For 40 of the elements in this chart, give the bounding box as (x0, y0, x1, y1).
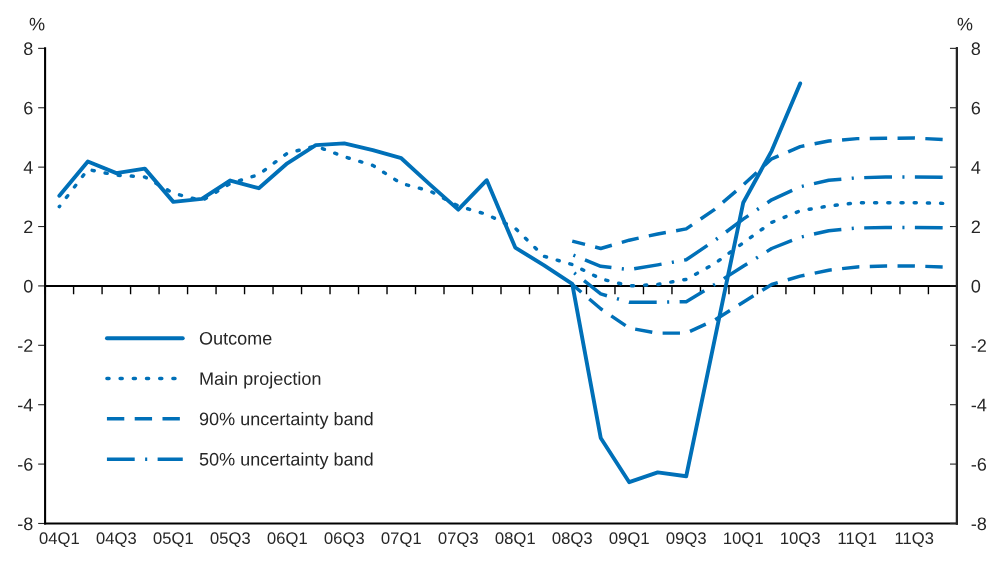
y2-tick-label: -8 (971, 517, 987, 531)
x-tick-label: 05Q1 (153, 532, 193, 548)
y2-tick-label: 4 (971, 161, 981, 174)
y-tick-label: 4 (23, 161, 33, 174)
y-tick-label: -2 (18, 339, 33, 352)
y-tick-label: 8 (24, 42, 33, 56)
y2-tick-label: -4 (971, 398, 987, 412)
legend-label: 90% uncertainty band (199, 412, 373, 429)
x-tick-label: 08Q1 (495, 532, 535, 548)
legend-label: Main projection (200, 371, 321, 389)
x-tick-label: 09Q1 (609, 532, 649, 548)
y2-tick-label: -2 (971, 339, 986, 352)
y-tick-label: 2 (24, 220, 33, 234)
legend-label: Outcome (199, 331, 272, 345)
y2-tick-label: 8 (971, 42, 981, 56)
y-tick-label: -8 (18, 517, 33, 531)
y-tick-label: -6 (18, 458, 33, 471)
x-tick-label: 08Q3 (552, 532, 592, 548)
x-tick-label: 10Q1 (724, 532, 763, 548)
y2-tick-label: 2 (971, 220, 980, 234)
x-tick-label: 06Q1 (267, 532, 307, 548)
x-tick-label: 04Q1 (39, 532, 79, 548)
legend-label: 50% uncertainty band (199, 452, 373, 470)
y-tick-label: 6 (24, 101, 33, 115)
x-tick-label: 11Q3 (895, 532, 934, 548)
x-tick-label: 07Q1 (381, 532, 421, 548)
y-axis-title: % (29, 17, 45, 31)
x-tick-label: 11Q1 (838, 532, 877, 548)
y2-axis-title: % (957, 17, 973, 31)
y-tick-label: -4 (18, 398, 33, 412)
y2-tick-label: 0 (971, 279, 981, 293)
x-tick-label: 07Q3 (438, 532, 478, 548)
y-tick-label: 0 (23, 279, 33, 293)
x-tick-label: 10Q3 (781, 532, 820, 548)
x-tick-label: 05Q3 (210, 532, 250, 548)
x-tick-label: 09Q3 (666, 532, 706, 548)
x-tick-label: 04Q3 (96, 532, 136, 548)
x-tick-label: 06Q3 (324, 532, 364, 548)
y2-tick-label: 6 (971, 101, 981, 115)
y2-tick-label: -6 (971, 458, 987, 471)
